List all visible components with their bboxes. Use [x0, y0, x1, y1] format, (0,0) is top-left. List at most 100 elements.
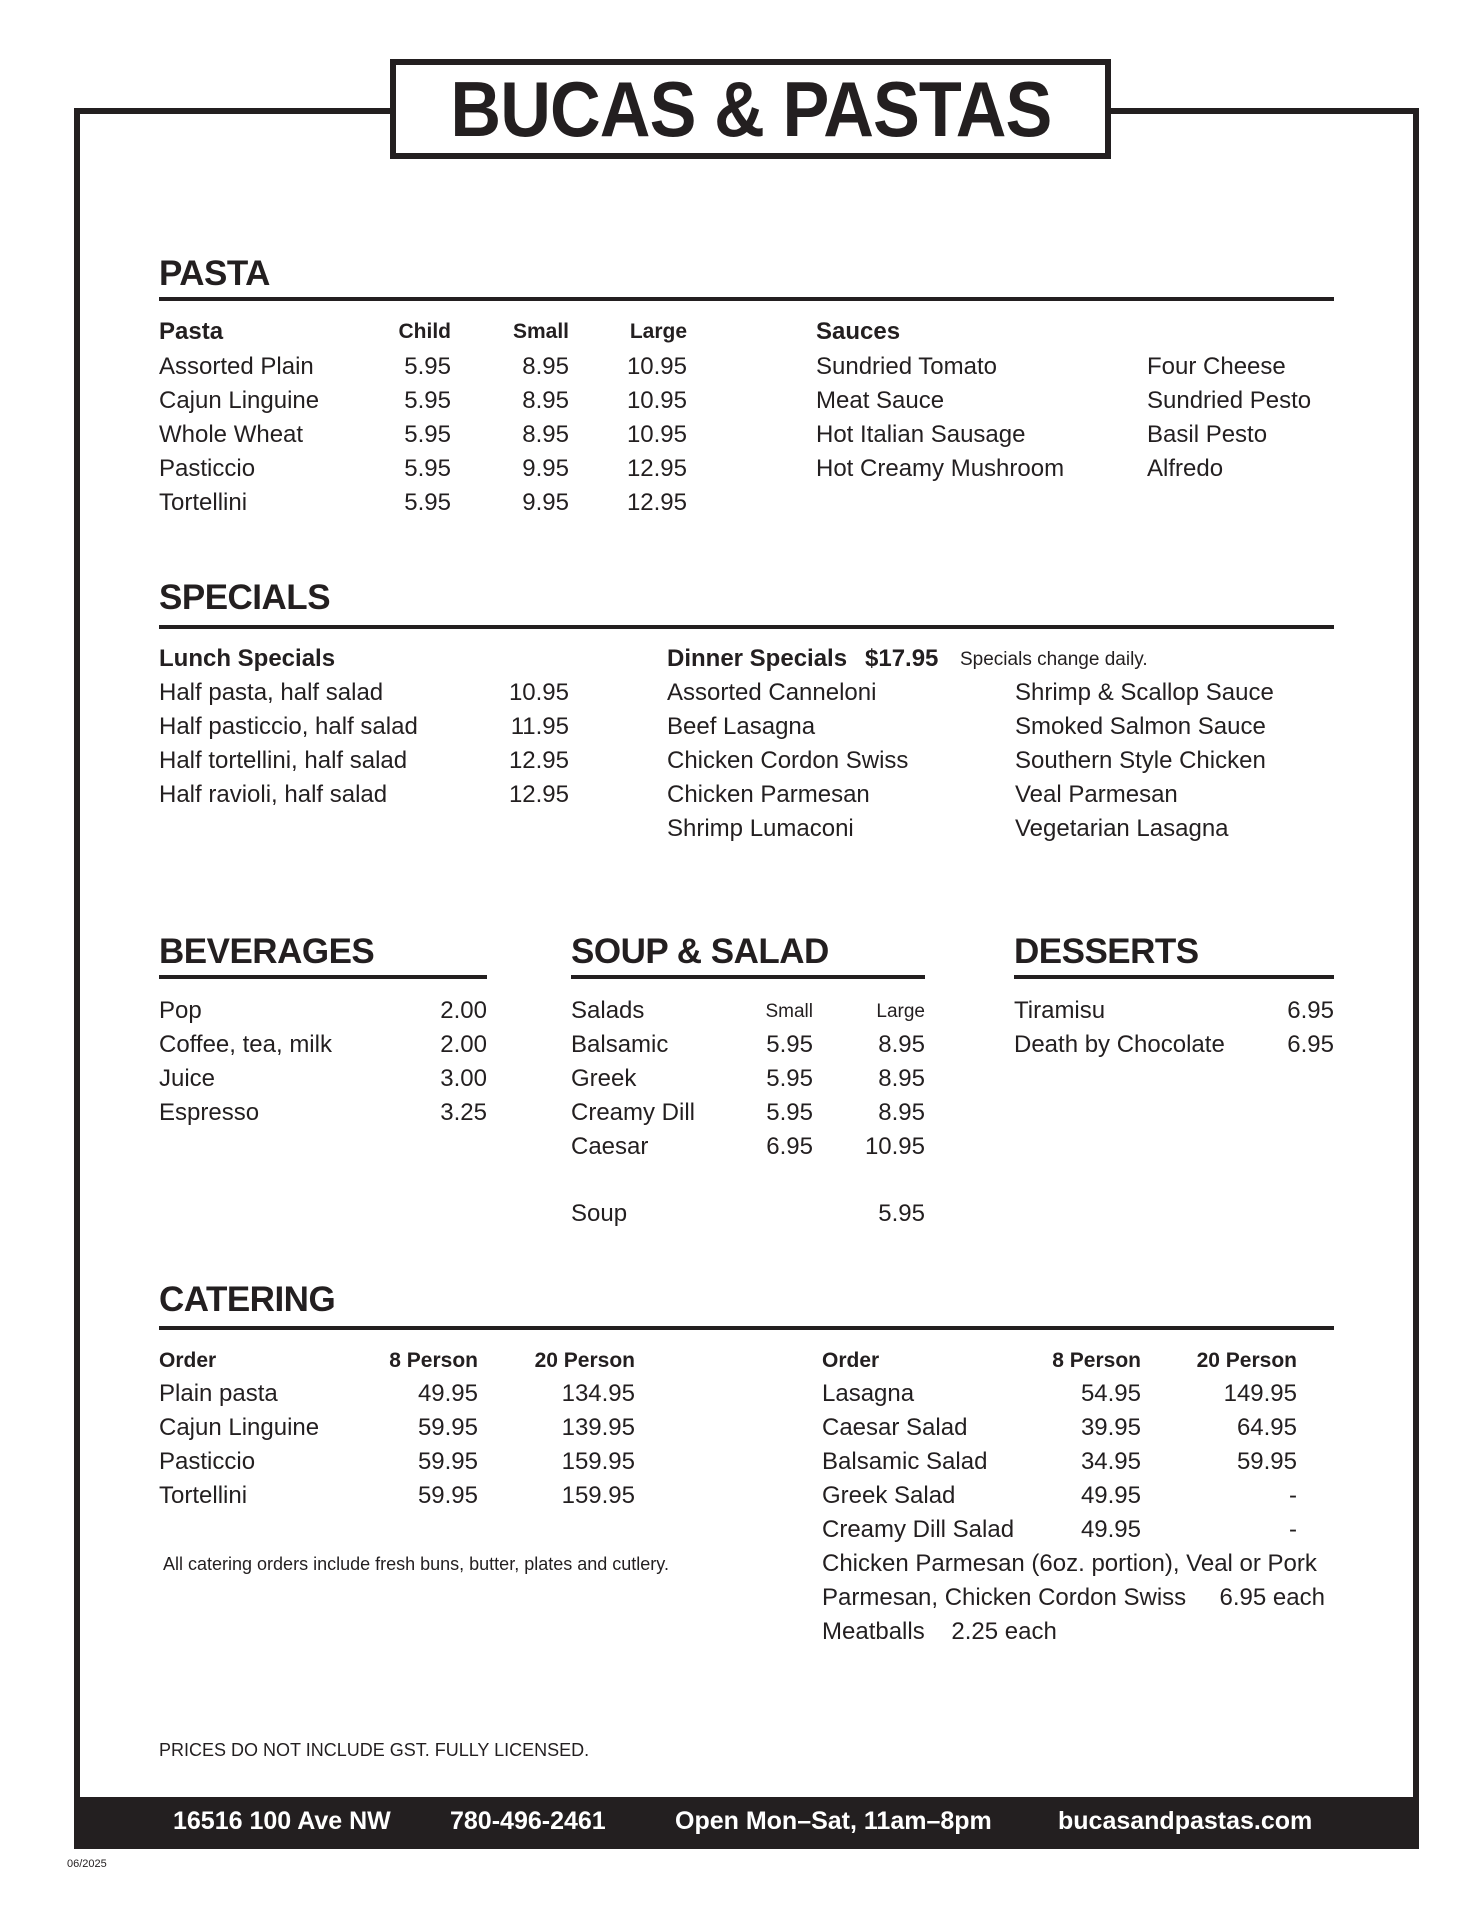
- catering-item-name: Lasagna: [822, 1380, 915, 1407]
- pasta-large-price: 12.95: [626, 489, 687, 516]
- catering-20-person-price: 64.95: [1236, 1414, 1297, 1441]
- salad-small-header: Small: [765, 1001, 813, 1022]
- pasta-child-price: 5.95: [404, 421, 451, 448]
- pasta-small-price: 8.95: [522, 353, 569, 380]
- footer-bar: [74, 1797, 1413, 1849]
- catering-20-person-price: 134.95: [561, 1380, 635, 1407]
- sauces-header: Sauces: [816, 318, 901, 345]
- beverage-price: 3.00: [440, 1065, 487, 1092]
- catering-extra-line: Chicken Parmesan (6oz. portion), Veal or…: [822, 1550, 1317, 1577]
- lunch-specials-header: Lunch Specials: [159, 645, 336, 672]
- catering-8-person-price: 59.95: [417, 1482, 478, 1509]
- footer-address: 16516 100 Ave NW: [173, 1807, 391, 1835]
- sauce-item: Meat Sauce: [816, 387, 945, 414]
- catering-item-name: Tortellini: [159, 1482, 248, 1509]
- soup-salad-rule: [571, 975, 925, 979]
- beverage-price: 2.00: [440, 1031, 487, 1058]
- small-col-header: Small: [512, 320, 569, 343]
- section-heading-soup-salad: SOUP & SALAD: [571, 932, 829, 971]
- catering-20-person-price: 59.95: [1236, 1448, 1297, 1475]
- footer-website[interactable]: bucasandpastas.com: [1058, 1807, 1313, 1835]
- desserts-rule: [1014, 975, 1334, 979]
- salad-large-price: 10.95: [864, 1133, 925, 1160]
- lunch-special-price: 10.95: [508, 679, 569, 706]
- sauce-item: Hot Creamy Mushroom: [816, 455, 1065, 482]
- pasta-large-price: 10.95: [626, 353, 687, 380]
- beverage-name: Juice: [159, 1065, 216, 1092]
- dinner-special-item: Assorted Canneloni: [667, 679, 877, 706]
- restaurant-name: BUCAS & PASTAS: [449, 65, 1052, 153]
- price-disclaimer: PRICES DO NOT INCLUDE GST. FULLY LICENSE…: [159, 1740, 590, 1760]
- dinner-special-item: Smoked Salmon Sauce: [1015, 713, 1266, 740]
- catering-rule: [159, 1326, 1334, 1330]
- catering-order-header: Order: [822, 1349, 880, 1372]
- pasta-large-price: 12.95: [626, 455, 687, 482]
- pasta-child-price: 5.95: [404, 489, 451, 516]
- lunch-special-price: 12.95: [508, 781, 569, 808]
- pasta-col-header: Pasta: [159, 318, 224, 345]
- beverage-name: Coffee, tea, milk: [159, 1031, 332, 1058]
- dinner-specials-note: Specials change daily.: [960, 649, 1148, 670]
- catering-8-person-price: 49.95: [417, 1380, 478, 1407]
- catering-order-header: Order: [159, 1349, 217, 1372]
- beverage-name: Pop: [159, 997, 202, 1024]
- sauce-item: Basil Pesto: [1147, 421, 1268, 448]
- catering-20-person-header: 20 Person: [534, 1349, 635, 1372]
- pasta-large-price: 10.95: [626, 387, 687, 414]
- dinner-special-item: Vegetarian Lasagna: [1015, 815, 1229, 842]
- catering-8-person-header: 8 Person: [1052, 1349, 1141, 1372]
- soup-name: Soup: [571, 1200, 628, 1227]
- beverage-price: 3.25: [440, 1099, 487, 1126]
- salad-small-price: 5.95: [766, 1031, 813, 1058]
- catering-20-person-price: -: [1289, 1482, 1297, 1509]
- soup-price: 5.95: [878, 1200, 925, 1227]
- catering-8-person-price: 34.95: [1080, 1448, 1141, 1475]
- dessert-price: 6.95: [1287, 1031, 1334, 1058]
- catering-item-name: Cajun Linguine: [159, 1414, 320, 1441]
- catering-20-person-price: 159.95: [561, 1448, 635, 1475]
- catering-8-person-price: 39.95: [1080, 1414, 1141, 1441]
- sauce-item: Four Cheese: [1147, 353, 1286, 380]
- pasta-small-price: 9.95: [522, 455, 569, 482]
- catering-8-person-price: 59.95: [417, 1414, 478, 1441]
- pasta-large-price: 10.95: [626, 421, 687, 448]
- catering-item-name: Greek Salad: [822, 1482, 956, 1509]
- salad-small-price: 5.95: [766, 1065, 813, 1092]
- catering-item-name: Plain pasta: [159, 1380, 278, 1407]
- lunch-special-name: Half tortellini, half salad: [159, 747, 408, 774]
- sauce-item: Sundried Pesto: [1147, 387, 1312, 414]
- catering-20-person-price: 139.95: [561, 1414, 635, 1441]
- catering-item-name: Creamy Dill Salad: [822, 1516, 1015, 1543]
- salad-small-price: 5.95: [766, 1099, 813, 1126]
- salad-name: Creamy Dill: [571, 1099, 696, 1126]
- lunch-special-name: Half pasta, half salad: [159, 679, 384, 706]
- dinner-specials-header: Dinner Specials: [667, 645, 848, 672]
- salad-large-price: 8.95: [878, 1065, 925, 1092]
- catering-item-name: Caesar Salad: [822, 1414, 968, 1441]
- pasta-small-price: 9.95: [522, 489, 569, 516]
- dessert-name: Death by Chocolate: [1014, 1031, 1225, 1058]
- sauce-item: Hot Italian Sausage: [816, 421, 1026, 448]
- section-heading-specials: SPECIALS: [159, 578, 331, 617]
- sauce-item: Alfredo: [1147, 455, 1224, 482]
- salad-name: Balsamic: [571, 1031, 669, 1058]
- catering-8-person-price: 59.95: [417, 1448, 478, 1475]
- pasta-rule: [159, 297, 1334, 301]
- catering-8-person-price: 49.95: [1080, 1482, 1141, 1509]
- dessert-price: 6.95: [1287, 997, 1334, 1024]
- catering-8-person-price: 54.95: [1080, 1380, 1141, 1407]
- pasta-child-price: 5.95: [404, 387, 451, 414]
- salad-name: Greek: [571, 1065, 637, 1092]
- date-code: 06/2025: [67, 1858, 107, 1870]
- lunch-special-price: 12.95: [508, 747, 569, 774]
- section-heading-pasta: PASTA: [159, 254, 270, 293]
- salads-header: Salads: [571, 997, 645, 1024]
- pasta-item-name: Cajun Linguine: [159, 387, 320, 414]
- salad-large-price: 8.95: [878, 1031, 925, 1058]
- dinner-special-item: Southern Style Chicken: [1015, 747, 1266, 774]
- sauce-item: Sundried Tomato: [816, 353, 998, 380]
- pasta-item-name: Pasticcio: [159, 455, 256, 482]
- pasta-child-price: 5.95: [404, 353, 451, 380]
- salad-small-price: 6.95: [766, 1133, 813, 1160]
- dinner-special-item: Chicken Cordon Swiss: [667, 747, 909, 774]
